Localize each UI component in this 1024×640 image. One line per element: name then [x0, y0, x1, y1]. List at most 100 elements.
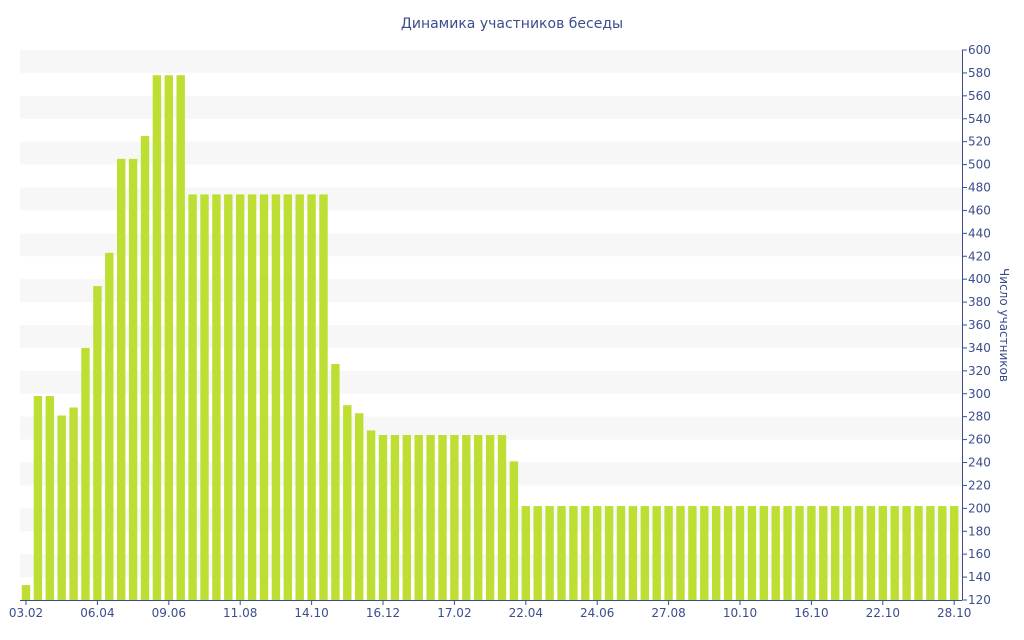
x-tick-label: 06.04	[80, 606, 114, 620]
y-tick-label: 200	[968, 501, 991, 515]
y-tick-label: 260	[968, 433, 991, 447]
bar	[247, 194, 257, 601]
y-tick-label: 480	[968, 181, 991, 195]
bar	[509, 461, 519, 600]
bar	[414, 435, 423, 600]
y-tick-label: 360	[968, 318, 991, 332]
bar	[831, 506, 840, 600]
bar	[176, 75, 185, 600]
y-tick-label: 520	[968, 135, 991, 149]
bar	[378, 435, 388, 600]
grid-band	[20, 187, 962, 211]
bar	[807, 506, 816, 600]
chart-title: Динамика участников беседы	[401, 16, 623, 32]
bar	[485, 435, 495, 600]
bar	[283, 194, 292, 601]
bar	[117, 158, 126, 600]
bar	[224, 194, 233, 601]
x-tick-label: 09.06	[152, 606, 186, 620]
bar	[259, 194, 269, 601]
bar	[140, 135, 150, 600]
grid-band	[20, 50, 962, 73]
bar	[735, 506, 745, 600]
bar	[604, 506, 614, 600]
bar	[236, 194, 245, 601]
bar	[926, 506, 935, 600]
bar	[842, 506, 852, 600]
y-tick-label: 340	[968, 341, 991, 355]
y-tick-label: 600	[968, 43, 991, 57]
bar	[878, 506, 887, 600]
bar	[390, 435, 400, 600]
y-tick-label: 220	[968, 478, 991, 492]
grid-band	[20, 95, 962, 119]
bar	[21, 585, 31, 600]
bar	[295, 194, 304, 601]
bar	[343, 405, 352, 600]
x-axis-ticks: 03.02 06.04 09.06 11.08 14.10 16.12 17.02 22.04…	[9, 600, 971, 620]
y-tick-label: 420	[968, 249, 991, 263]
bar	[128, 158, 138, 600]
bars	[21, 75, 959, 601]
bar	[676, 506, 685, 600]
y-tick-label: 500	[968, 158, 991, 172]
y-tick-label: 320	[968, 364, 991, 378]
bar	[497, 435, 507, 600]
y-tick-label: 400	[968, 272, 991, 286]
bar	[93, 286, 102, 600]
bar	[712, 506, 721, 600]
bar	[688, 506, 697, 600]
y-tick-label: 180	[968, 524, 991, 538]
bar	[319, 194, 328, 601]
bar	[355, 413, 364, 600]
y-axis-ticks: 120 140 160 180 200 220 240 260 280 300 320 340 360 3…	[962, 43, 991, 607]
bar	[33, 396, 43, 600]
grid-band	[20, 370, 962, 394]
bar	[723, 506, 733, 600]
bar	[628, 506, 638, 600]
y-tick-label: 380	[968, 295, 991, 309]
y-tick-label: 460	[968, 203, 991, 217]
bar	[271, 194, 281, 601]
y-tick-label: 560	[968, 89, 991, 103]
x-tick-label: 16.12	[366, 606, 400, 620]
bar	[700, 506, 709, 600]
x-tick-label: 17.02	[437, 606, 471, 620]
bar	[819, 506, 828, 600]
bar	[914, 506, 923, 600]
x-tick-label: 10.10	[723, 606, 757, 620]
bar	[366, 430, 376, 600]
y-axis-label: Число участников	[997, 268, 1011, 382]
bar	[593, 506, 602, 600]
bar	[105, 252, 114, 600]
x-tick-label: 28.10	[937, 606, 971, 620]
bar	[45, 396, 54, 600]
bar	[438, 435, 447, 600]
x-tick-label: 27.08	[651, 606, 685, 620]
bar	[402, 435, 411, 600]
grid-band	[20, 325, 962, 348]
y-tick-label: 280	[968, 410, 991, 424]
bar	[783, 506, 792, 600]
bar	[581, 506, 590, 600]
bar	[759, 506, 768, 600]
grid-band	[20, 141, 962, 165]
x-tick-label: 22.10	[866, 606, 900, 620]
bar	[521, 506, 530, 600]
bar	[331, 363, 340, 600]
bar	[747, 506, 757, 600]
bar	[450, 435, 459, 600]
bar	[902, 506, 911, 600]
bar	[200, 194, 209, 601]
bar	[664, 506, 673, 600]
bar	[188, 194, 197, 601]
bar	[164, 75, 173, 600]
bar	[938, 506, 947, 600]
bar	[426, 435, 435, 600]
bar	[866, 506, 876, 600]
bar	[545, 506, 554, 600]
y-tick-label: 540	[968, 112, 991, 126]
bar	[81, 347, 90, 600]
grid-band	[20, 233, 962, 257]
bar	[57, 415, 66, 600]
